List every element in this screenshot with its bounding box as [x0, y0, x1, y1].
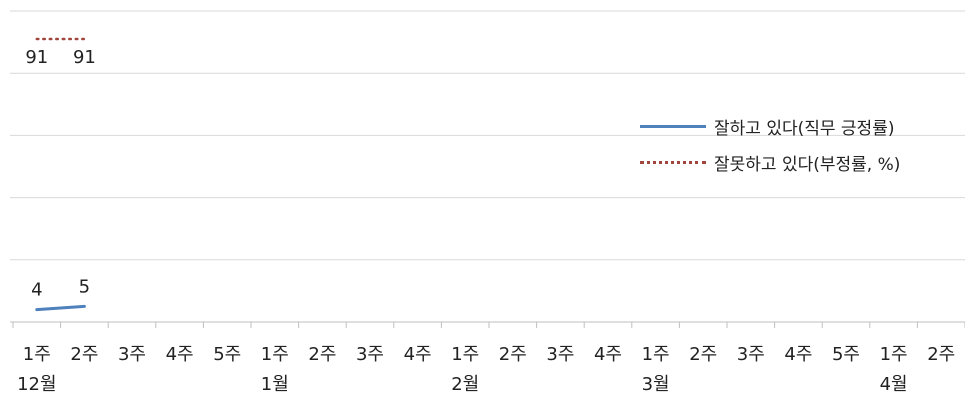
x-month-label: 4월: [880, 374, 908, 395]
gridlines: [10, 10, 965, 261]
legend-label-disapproval: 잘못하고 있다(부정률, %): [714, 154, 901, 175]
legend-label-approval: 잘하고 있다(직무 긍정률): [714, 118, 895, 139]
x-tick-label: 1주: [880, 344, 908, 365]
x-tick-label: 2주: [70, 344, 98, 365]
x-month-label: 2월: [451, 374, 479, 395]
x-tick-label: 4주: [784, 344, 812, 365]
x-tick-label: 3주: [737, 344, 765, 365]
x-tick-label: 4주: [594, 344, 622, 365]
series-layer: [35, 37, 86, 312]
series-line-0: [35, 304, 86, 312]
legend: 잘하고 있다(직무 긍정률) 잘못하고 있다(부정률, %): [640, 108, 900, 180]
x-tick-label: 2주: [927, 344, 955, 365]
x-tick-label: 5주: [213, 344, 241, 365]
x-month-label: 12월: [17, 374, 56, 395]
x-tick-label: 2주: [499, 344, 527, 365]
x-tick-label: 3주: [356, 344, 384, 365]
legend-swatch-approval: [640, 124, 706, 128]
x-month-label: 1월: [261, 374, 289, 395]
legend-item-disapproval: 잘못하고 있다(부정률, %): [640, 144, 900, 180]
data-label: 91: [73, 47, 96, 68]
x-tick-label: 1주: [23, 344, 51, 365]
x-tick-label: 2주: [689, 344, 717, 365]
legend-swatch-disapproval: [640, 160, 706, 164]
x-tick-label: 1주: [642, 344, 670, 365]
data-label: 5: [79, 276, 90, 297]
x-tick-label: 4주: [404, 344, 432, 365]
x-month-label: 3월: [642, 374, 670, 395]
x-tick-label: 3주: [118, 344, 146, 365]
legend-item-approval: 잘하고 있다(직무 긍정률): [640, 108, 900, 144]
data-labels: 4 5 91 91: [25, 47, 96, 301]
x-tick-label: 5주: [832, 344, 860, 365]
x-tick-label: 4주: [166, 344, 194, 365]
x-tick-label: 1주: [451, 344, 479, 365]
x-tick-label: 1주: [261, 344, 289, 365]
x-tick-label: 3주: [546, 344, 574, 365]
data-label: 91: [25, 47, 48, 68]
x-tick-label: 2주: [308, 344, 336, 365]
x-axis: 1주 2주 3주 4주 5주 1주 2주 3주 4주 1주 2주 3주 4주 1주 2주 3주 4주 5주 1주 2주…: [10, 321, 965, 395]
data-label: 4: [31, 280, 42, 301]
